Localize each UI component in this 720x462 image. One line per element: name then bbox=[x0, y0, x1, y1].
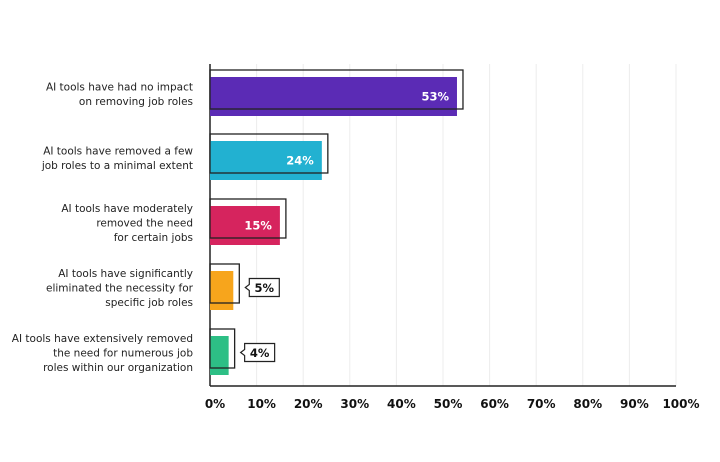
x-tick-label: 0% bbox=[205, 397, 225, 411]
data-label: 4% bbox=[250, 346, 270, 360]
data-label: 5% bbox=[255, 281, 275, 295]
x-tick-label: 90% bbox=[620, 397, 649, 411]
x-tick-label: 100% bbox=[662, 397, 699, 411]
bar-outline bbox=[209, 263, 240, 304]
x-tick-label: 30% bbox=[340, 397, 369, 411]
data-label: 15% bbox=[244, 219, 272, 233]
category-label: the need for numerous job bbox=[53, 348, 193, 360]
data-label-callout bbox=[239, 342, 276, 363]
bar bbox=[210, 77, 457, 116]
x-tick-label: 70% bbox=[527, 397, 556, 411]
bar-outline bbox=[209, 198, 287, 239]
category-label: AI tools have had no impact bbox=[46, 81, 193, 93]
data-label: 24% bbox=[286, 154, 314, 168]
data-label-callout bbox=[244, 277, 280, 298]
bar bbox=[210, 271, 234, 310]
category-label: on removing job roles bbox=[79, 96, 193, 108]
category-label: AI tools have removed a few bbox=[43, 145, 193, 157]
category-label: AI tools have moderately bbox=[61, 203, 193, 215]
x-tick-label: 20% bbox=[294, 397, 323, 411]
category-label: AI tools have extensively removed bbox=[12, 333, 193, 345]
category-label: roles within our organization bbox=[43, 362, 193, 374]
x-tick-label: 50% bbox=[434, 397, 463, 411]
x-tick-label: 80% bbox=[573, 397, 602, 411]
category-label: AI tools have significantly bbox=[58, 268, 193, 280]
x-tick-label: 10% bbox=[247, 397, 276, 411]
bar-outline bbox=[209, 69, 464, 110]
category-label: specific job roles bbox=[105, 297, 193, 309]
x-tick-label: 60% bbox=[480, 397, 509, 411]
category-label: for certain jobs bbox=[114, 232, 193, 244]
bar bbox=[210, 336, 229, 375]
bar-outline bbox=[209, 328, 236, 369]
category-label: eliminated the necessity for bbox=[46, 283, 194, 295]
data-label: 53% bbox=[421, 90, 449, 104]
category-label: removed the need bbox=[96, 218, 193, 230]
bar-outline bbox=[209, 133, 329, 174]
category-label: job roles to a minimal extent bbox=[41, 160, 193, 172]
x-tick-label: 40% bbox=[387, 397, 416, 411]
